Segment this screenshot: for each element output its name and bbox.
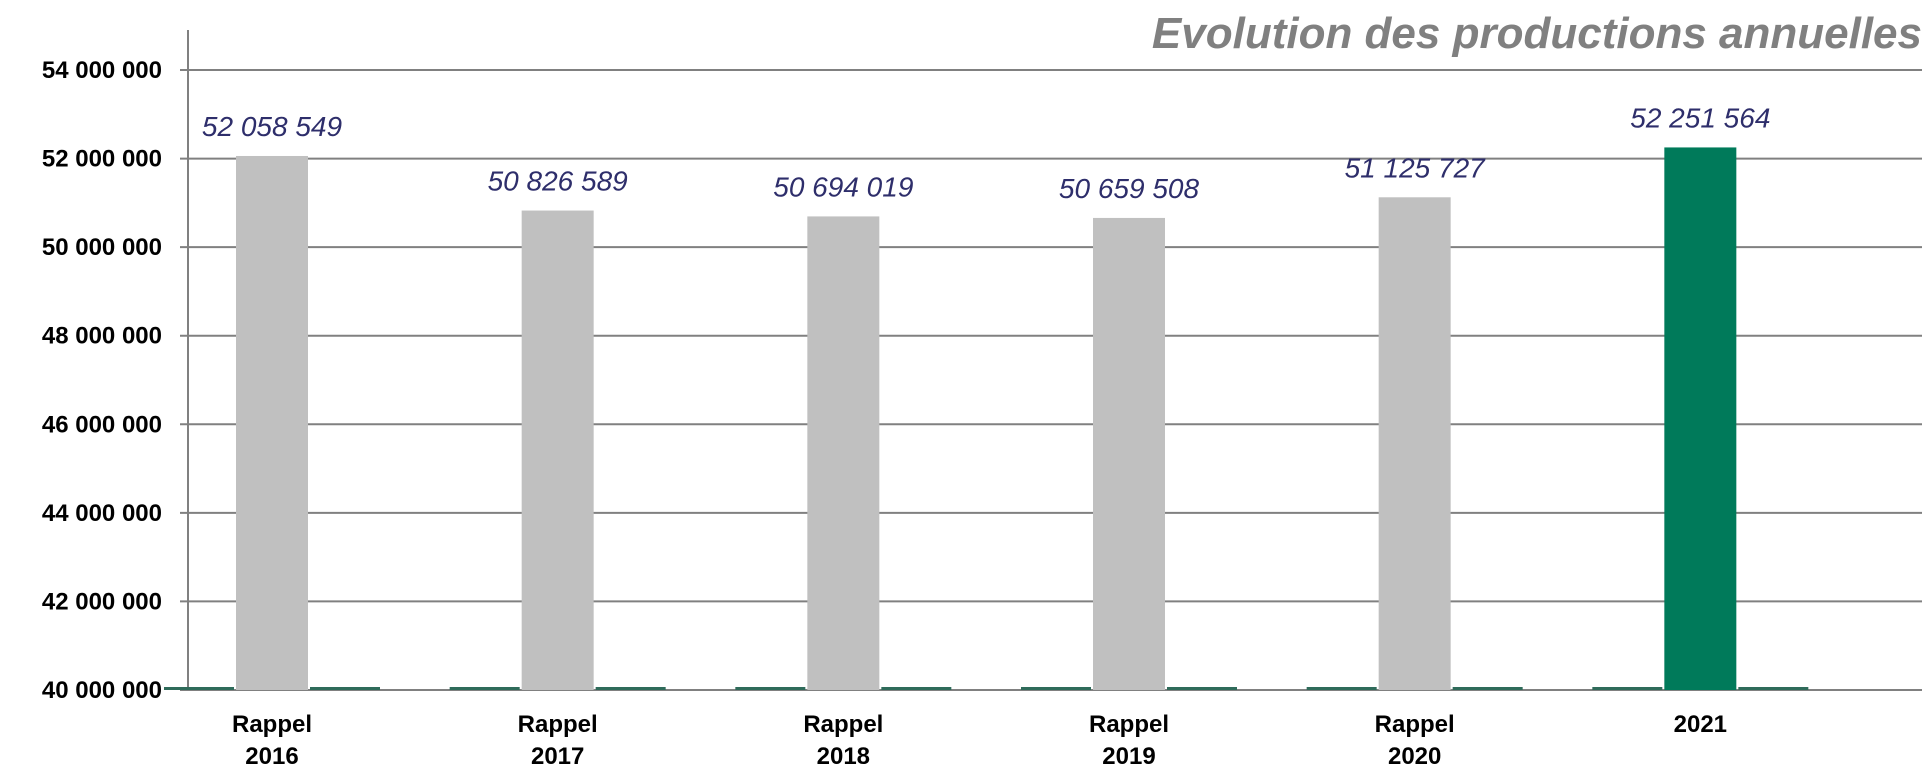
baseline-segment [1452,687,1523,690]
baseline-segment [449,687,520,690]
baseline-segment [164,687,234,690]
x-tick-label: 2019 [1102,743,1155,770]
baseline-segment [881,687,952,690]
x-tick-label: Rappel [518,711,598,738]
y-tick-label: 44 000 000 [42,500,162,527]
baseline-segment [1167,687,1237,690]
data-label: 51 125 727 [1345,152,1487,183]
bar [1664,147,1737,691]
x-tick-label: Rappel [1089,711,1169,738]
y-tick-labels: 40 000 000 42 000 000 44 000 000 46 000 000… [42,57,162,704]
data-labels: 52 058 549 50 826 589 50 694 019 50 659 508… [202,102,1770,204]
data-label: 52 058 549 [202,111,342,142]
baseline-segment [735,687,806,690]
baseline-segment [1592,687,1663,690]
data-label: 50 659 508 [1059,173,1200,204]
x-tick-labels: Rappel 2016 Rappel 2017 Rappel 2018 Rappel 2019… [232,711,1727,770]
x-tick-label: Rappel [232,711,312,738]
x-tick-label: 2018 [817,743,870,770]
y-tick-label: 54 000 000 [42,57,162,84]
y-tick-label: 50 000 000 [42,234,162,261]
y-tick-label: 40 000 000 [42,677,162,704]
grid-lines [180,69,1922,691]
x-tick-label: Rappel [803,711,883,738]
y-tick-label: 52 000 000 [42,146,162,173]
x-tick-label: Rappel [1375,711,1455,738]
y-tick-label: 48 000 000 [42,323,162,350]
y-tick-label: 46 000 000 [42,411,162,438]
bar [1378,197,1451,690]
chart-title: Evolution des productions annuelles [1152,9,1922,58]
data-label: 52 251 564 [1630,102,1770,133]
baseline-segment [1306,687,1377,690]
data-label: 50 826 589 [488,166,628,197]
x-tick-label: 2020 [1388,743,1441,770]
baseline-segment [1738,687,1809,690]
baseline-segment [310,687,380,690]
baseline-segment [1021,687,1091,690]
x-tick-label: 2021 [1674,711,1727,738]
bar [236,155,308,691]
bar [1093,217,1165,690]
bar [521,210,594,690]
bars [164,147,1809,691]
bar [807,216,880,691]
x-tick-label: 2016 [245,743,298,770]
data-label: 50 694 019 [773,171,913,202]
baseline-segment [595,687,666,690]
y-tick-label: 42 000 000 [42,588,162,615]
x-tick-label: 2017 [531,743,584,770]
